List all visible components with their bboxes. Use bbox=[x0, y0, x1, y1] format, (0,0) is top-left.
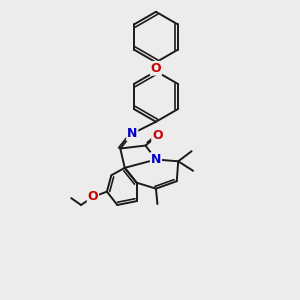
Text: O: O bbox=[152, 129, 163, 142]
Text: N: N bbox=[127, 127, 137, 140]
Text: N: N bbox=[151, 153, 161, 166]
Text: O: O bbox=[151, 62, 161, 75]
Text: O: O bbox=[88, 190, 98, 203]
